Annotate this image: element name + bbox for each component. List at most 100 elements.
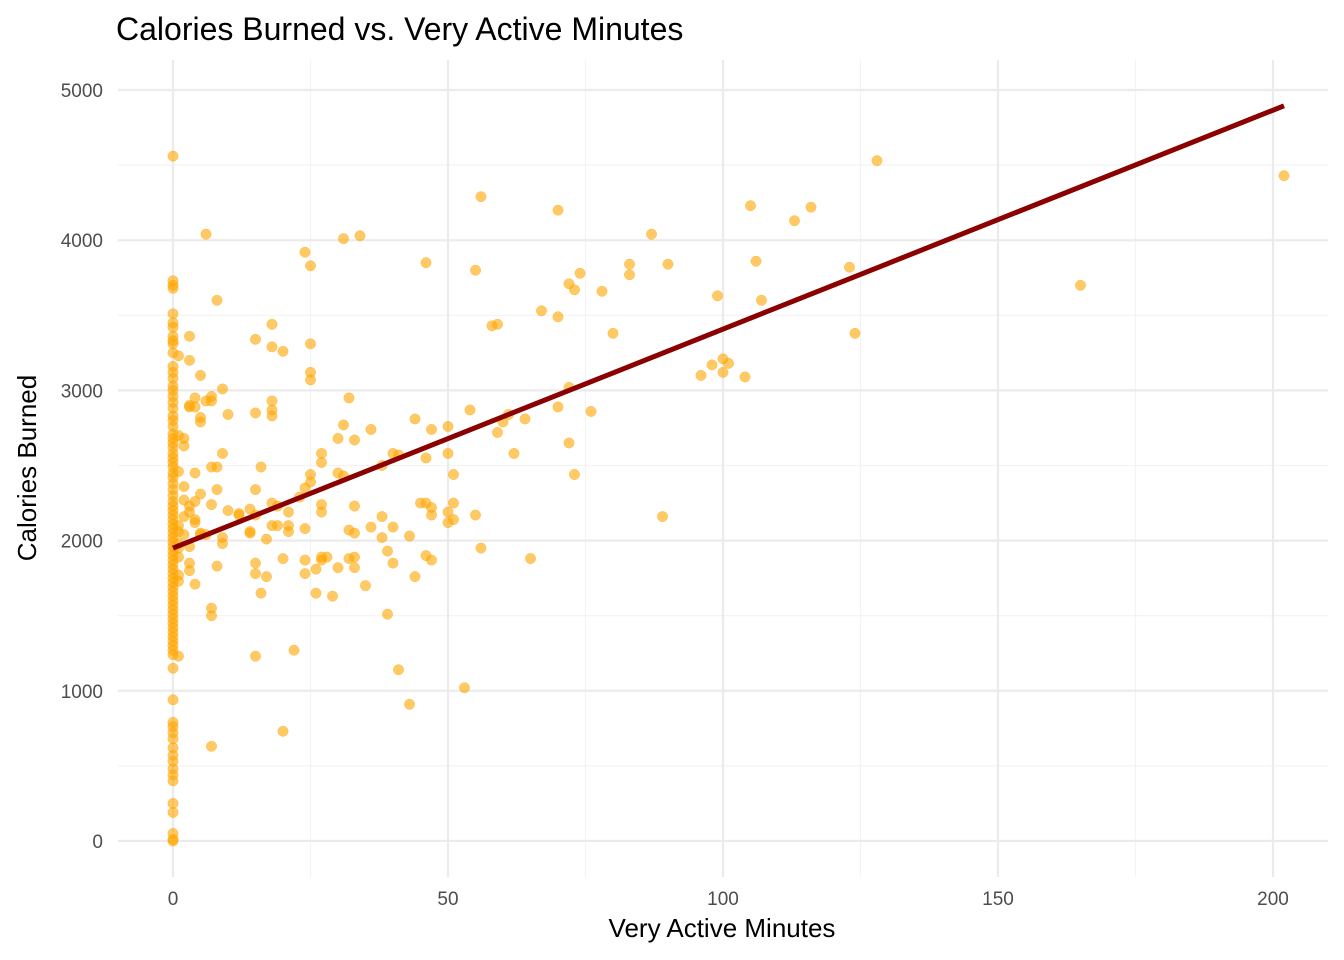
data-point [255,461,267,473]
data-point [299,568,311,580]
y-tick-label: 4000 [61,231,103,252]
data-point [173,575,184,587]
y-tick-labels: 0 1000 2000 3000 4000 5000 [61,81,103,853]
data-point [244,527,256,539]
data-point [217,383,228,395]
data-point [266,318,278,330]
data-point [338,419,349,431]
data-point [321,551,333,563]
data-point [250,568,261,580]
data-point [470,509,481,521]
data-point [343,392,355,404]
data-point [173,350,184,362]
data-point [250,557,261,569]
data-point [222,408,234,420]
data-point [745,200,756,212]
data-point [508,448,520,459]
data-point [173,466,184,477]
x-tick-label: 0 [168,889,179,910]
data-point [283,526,294,538]
data-point [849,327,861,339]
data-point [189,517,201,529]
data-point [448,469,459,480]
data-point [706,359,718,371]
data-point [448,514,459,526]
data-point [409,413,421,425]
data-point [360,580,371,592]
data-point [365,424,377,435]
data-point [409,571,421,583]
data-point [420,452,432,464]
data-point [1278,170,1290,182]
data-point [459,682,470,694]
data-point [475,191,487,203]
data-point [624,269,635,281]
data-point [805,201,817,213]
data-point [492,318,503,330]
data-point [299,554,311,566]
data-point [195,488,206,500]
data-point [211,461,223,473]
chart-title: Calories Burned vs. Very Active Minutes [116,11,683,47]
data-point [871,155,883,167]
data-point [211,294,223,306]
data-point [536,305,547,317]
x-tick-label: 50 [437,889,458,910]
data-point [310,563,322,575]
data-point [404,530,415,542]
data-point [376,511,388,523]
data-point [195,369,206,381]
data-point [552,204,564,216]
data-point [277,725,289,737]
data-point [338,233,349,245]
data-point [189,578,201,590]
y-tick-label: 5000 [61,81,103,102]
data-point [695,369,707,381]
data-point [184,354,195,366]
data-point [195,416,206,428]
data-point [492,427,503,438]
data-point [184,506,195,518]
data-point [327,590,338,602]
data-point [167,775,179,787]
data-point [569,284,580,296]
data-point [206,610,217,622]
data-point [266,341,278,353]
data-point [448,497,459,509]
major-gridlines [118,60,1328,877]
y-tick-label: 3000 [61,381,103,402]
data-point [382,608,393,620]
data-point [316,457,327,468]
data-point [574,267,586,279]
data-point [723,357,734,369]
y-tick-label: 1000 [61,682,103,703]
data-point [272,520,283,532]
data-point [288,644,300,656]
data-point [184,565,195,577]
data-point [189,467,201,479]
data-point [607,327,619,339]
data-point [382,545,393,557]
data-point [206,740,217,752]
x-tick-label: 100 [707,889,739,910]
data-point [657,511,668,523]
data-point [646,228,657,240]
data-point [349,562,360,574]
data-point [442,448,454,459]
data-point [299,523,311,535]
data-point [250,484,261,495]
data-point [525,553,536,565]
data-point [349,500,360,512]
data-point [211,484,223,495]
data-point [365,521,377,533]
data-point [387,521,399,533]
data-point [206,395,217,407]
data-point [261,571,272,583]
data-point [167,282,179,294]
data-point [305,374,316,386]
data-point [596,285,608,297]
data-point [442,420,454,432]
x-axis-title: Very Active Minutes [609,913,836,943]
data-point [178,529,190,541]
data-point [756,294,767,306]
